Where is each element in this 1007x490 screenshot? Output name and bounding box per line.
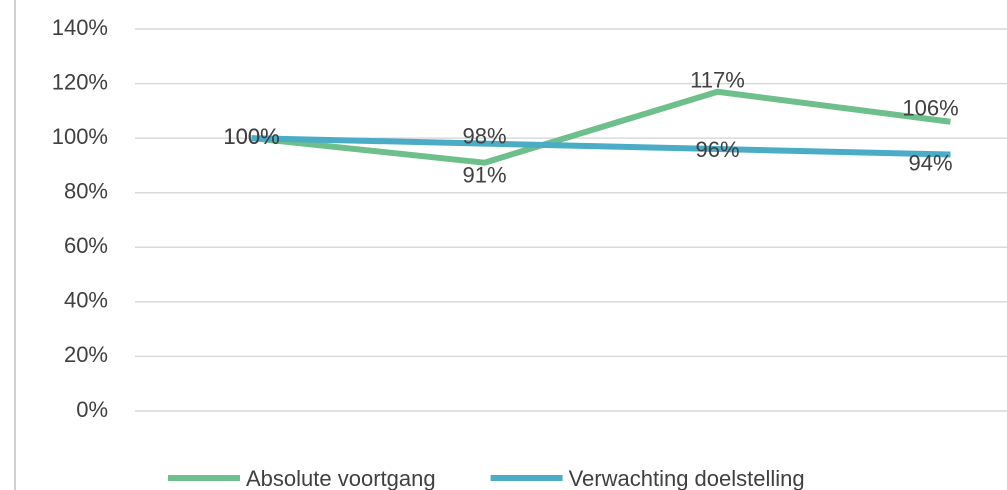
y-tick-label: 140% (52, 15, 108, 40)
legend-label: Absolute voortgang (246, 466, 436, 490)
y-tick-label: 100% (52, 124, 108, 149)
y-tick-label: 40% (64, 288, 108, 313)
series-line (251, 135, 951, 158)
data-label: 117% (690, 68, 745, 93)
y-tick-label: 0% (76, 397, 108, 422)
data-label: 100% (223, 124, 279, 149)
y-tick-label: 20% (64, 342, 108, 367)
data-label: 98% (462, 123, 506, 148)
data-label: 100% (223, 124, 279, 149)
y-tick-label: 80% (64, 179, 108, 204)
y-tick-label: 120% (52, 69, 108, 94)
y-tick-label: 60% (64, 233, 108, 258)
legend-label: Verwachting doelstelling (569, 466, 805, 490)
data-label: 91% (462, 163, 506, 188)
data-label: 106% (902, 96, 958, 121)
data-label: 96% (695, 137, 739, 162)
series-line (251, 88, 951, 166)
data-label: 94% (908, 150, 952, 175)
